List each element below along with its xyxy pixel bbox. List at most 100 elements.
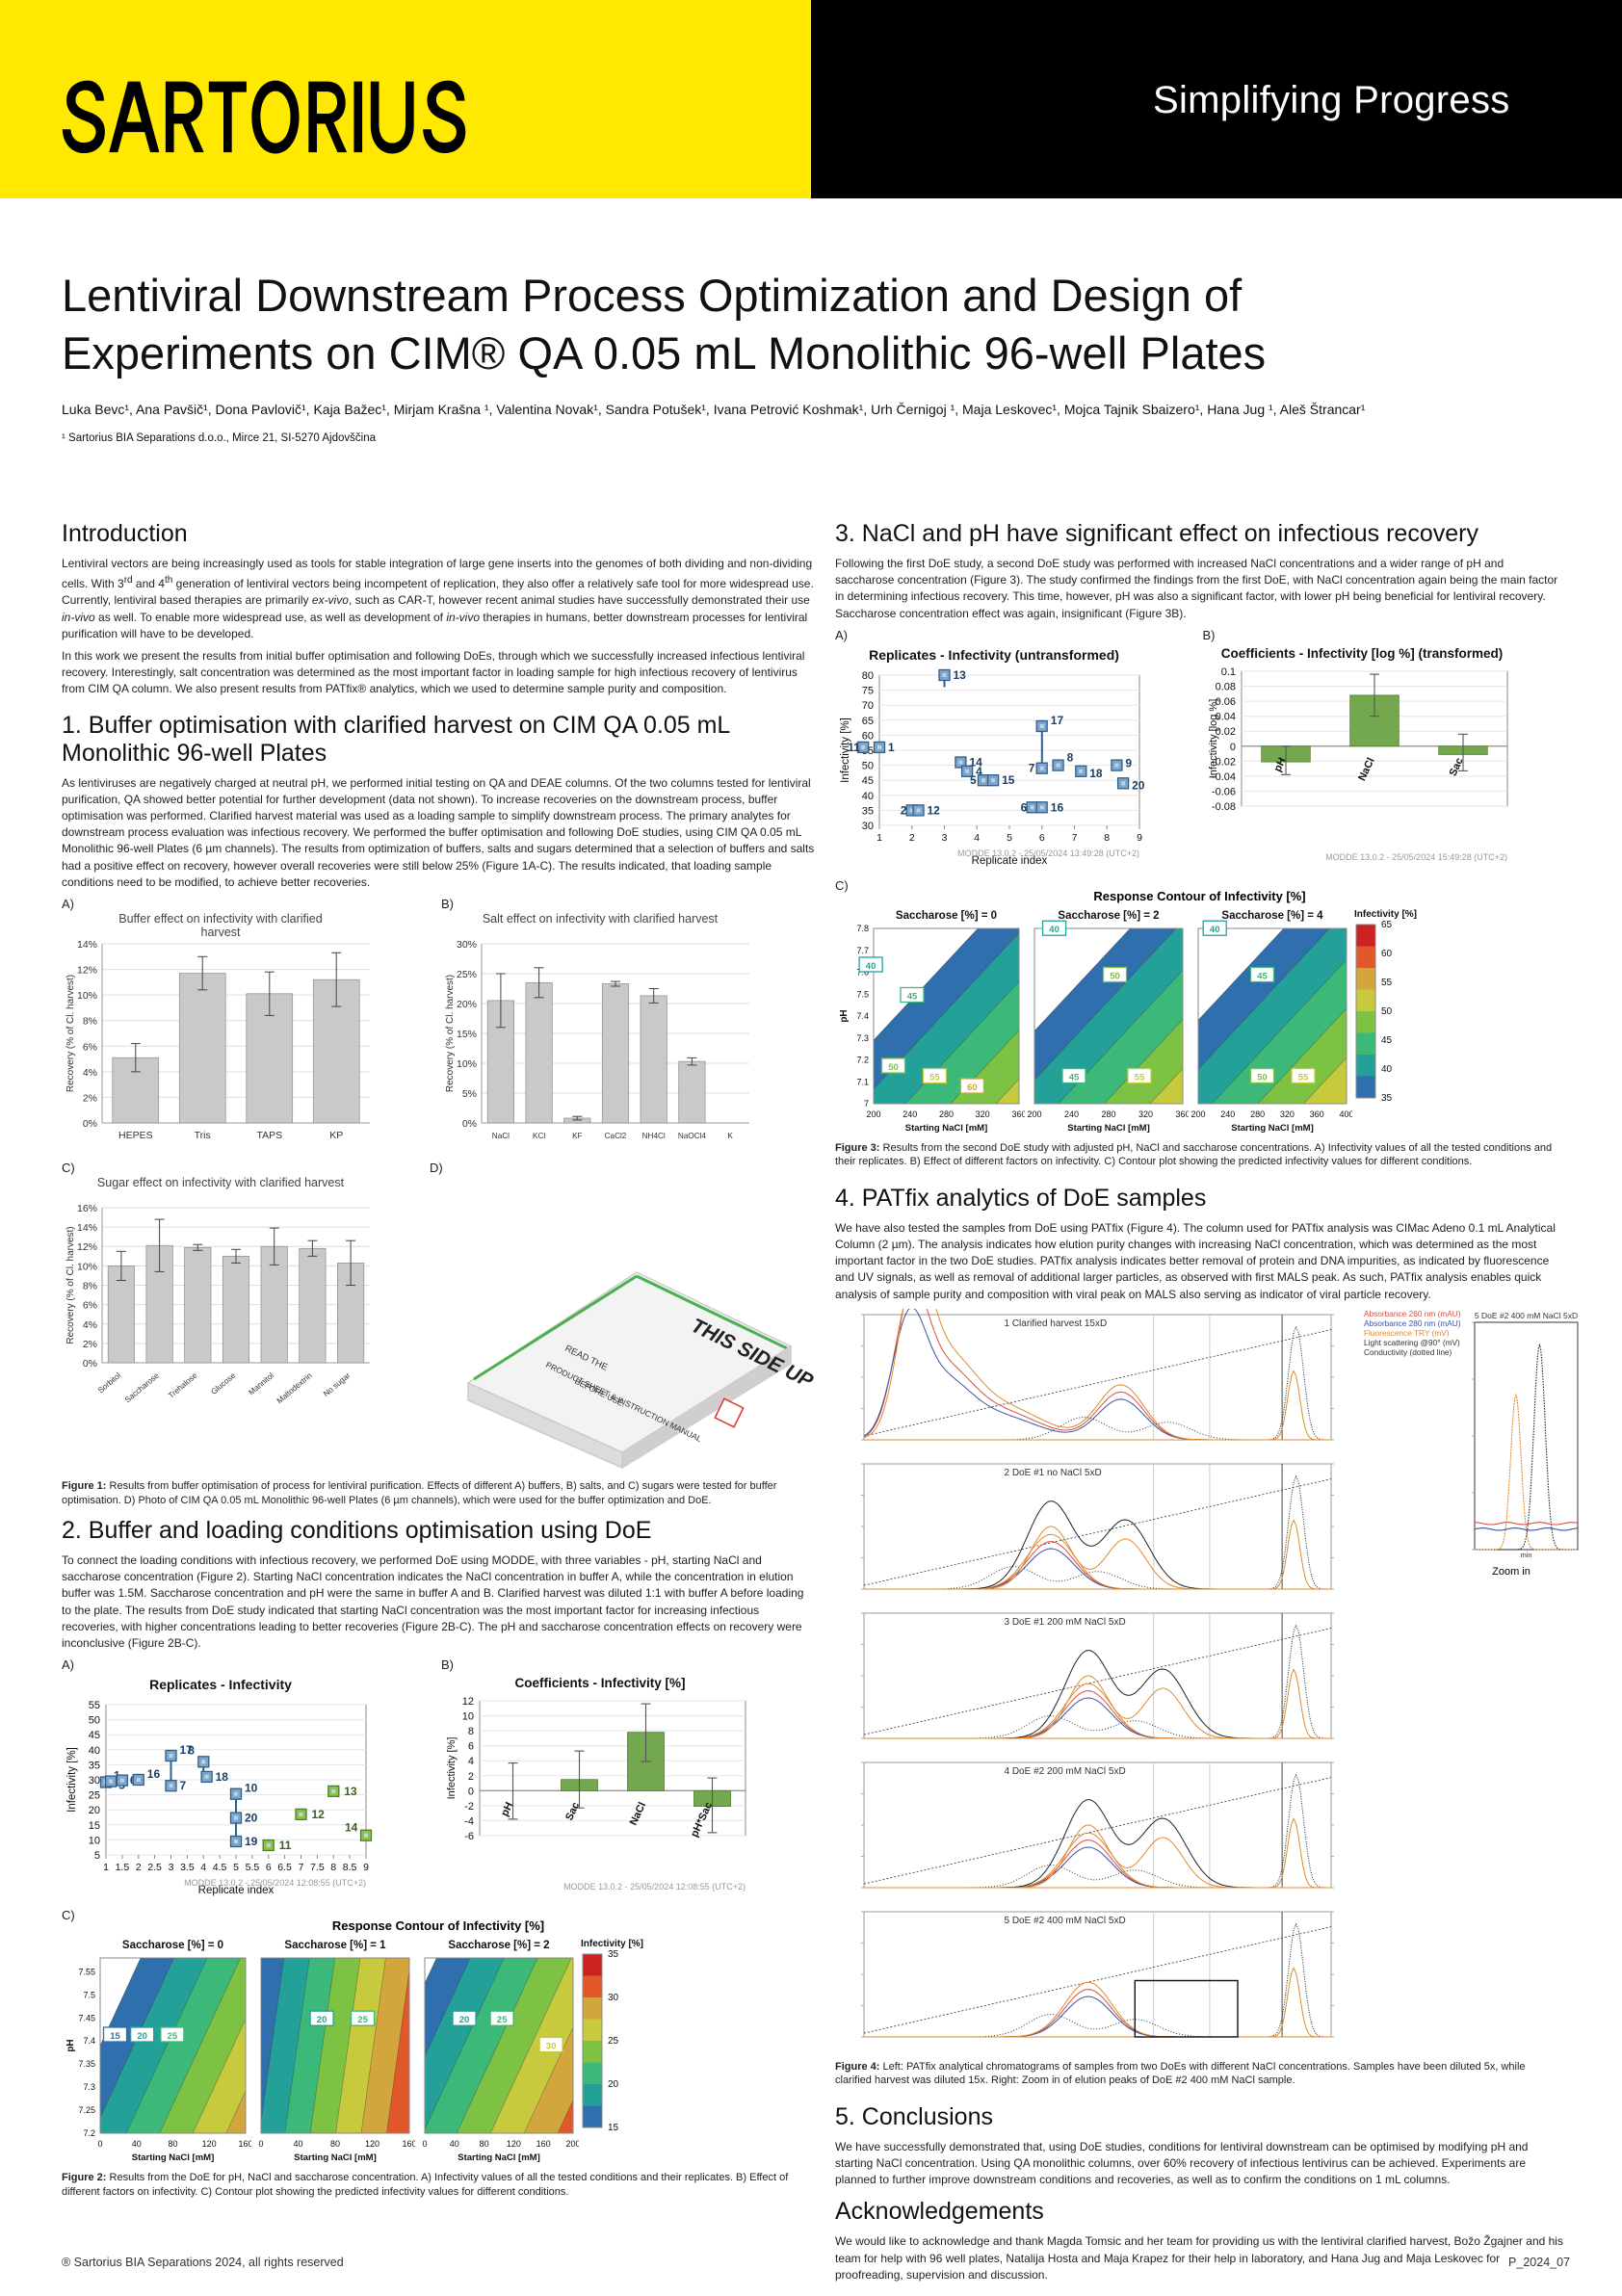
svg-text:7.1: 7.1 xyxy=(856,1077,869,1086)
svg-text:Saccharose [%] = 2: Saccharose [%] = 2 xyxy=(448,1940,549,1951)
svg-text:5%: 5% xyxy=(462,1088,477,1100)
svg-text:Replicates - Infectivity: Replicates - Infectivity xyxy=(149,1677,292,1692)
svg-text:2 DoE #1 no NaCl 5xD: 2 DoE #1 no NaCl 5xD xyxy=(1005,1468,1102,1478)
svg-text:65: 65 xyxy=(1381,920,1393,930)
svg-text:45: 45 xyxy=(1069,1072,1080,1083)
svg-text:NaCl: NaCl xyxy=(492,1132,510,1140)
svg-text:10%: 10% xyxy=(77,1261,97,1272)
svg-text:35: 35 xyxy=(608,1949,619,1960)
svg-text:10: 10 xyxy=(462,1711,474,1723)
svg-text:7.3: 7.3 xyxy=(856,1033,869,1043)
svg-text:20%: 20% xyxy=(457,999,477,1010)
svg-text:Infectivity [%]: Infectivity [%] xyxy=(66,1747,78,1813)
svg-text:MODDE 13.0.2 - 25/05/2024 13:4: MODDE 13.0.2 - 25/05/2024 13:49:28 (UTC+… xyxy=(957,848,1139,858)
svg-text:18: 18 xyxy=(1089,767,1103,780)
svg-text:60: 60 xyxy=(1381,949,1393,959)
svg-text:7.2: 7.2 xyxy=(83,2128,95,2138)
svg-text:25%: 25% xyxy=(457,969,477,980)
svg-text:KCl: KCl xyxy=(533,1132,545,1140)
svg-text:7.3: 7.3 xyxy=(83,2082,95,2092)
svg-text:2: 2 xyxy=(901,803,907,817)
svg-text:200: 200 xyxy=(1027,1109,1041,1119)
svg-text:pH: pH xyxy=(839,1009,850,1022)
svg-text:Infectivity [%]: Infectivity [%] xyxy=(581,1939,643,1949)
svg-text:20: 20 xyxy=(317,2015,327,2025)
svg-text:7.7: 7.7 xyxy=(856,946,869,955)
svg-text:Mannitol: Mannitol xyxy=(247,1371,275,1397)
svg-text:25: 25 xyxy=(608,2036,619,2047)
svg-text:3: 3 xyxy=(942,832,948,844)
svg-text:20: 20 xyxy=(608,2079,619,2090)
svg-text:280: 280 xyxy=(1250,1109,1265,1119)
svg-text:7.2: 7.2 xyxy=(856,1055,869,1064)
svg-text:4: 4 xyxy=(468,1756,474,1767)
svg-text:6: 6 xyxy=(468,1741,474,1753)
svg-text:TAPS: TAPS xyxy=(256,1130,282,1141)
svg-text:6: 6 xyxy=(1021,800,1028,814)
svg-text:12: 12 xyxy=(928,803,941,817)
svg-text:5: 5 xyxy=(1007,832,1012,844)
svg-text:0.1: 0.1 xyxy=(1220,666,1235,678)
svg-text:15: 15 xyxy=(1002,773,1015,787)
svg-text:min: min xyxy=(1520,1551,1531,1559)
svg-text:1: 1 xyxy=(876,832,882,844)
svg-text:7: 7 xyxy=(299,1862,304,1873)
svg-text:7.35: 7.35 xyxy=(78,2059,95,2069)
svg-text:15: 15 xyxy=(608,2123,619,2133)
svg-text:20: 20 xyxy=(89,1805,100,1816)
svg-text:25: 25 xyxy=(89,1790,100,1802)
svg-text:0.08: 0.08 xyxy=(1215,681,1235,692)
svg-text:Infectivity [%]: Infectivity [%] xyxy=(1354,909,1417,920)
svg-text:15: 15 xyxy=(110,2031,120,2042)
svg-text:55: 55 xyxy=(929,1072,940,1083)
svg-text:7: 7 xyxy=(1029,762,1035,775)
svg-text:0%: 0% xyxy=(83,1358,97,1370)
svg-text:2.5: 2.5 xyxy=(147,1862,162,1873)
svg-text:Starting NaCl [mM]: Starting NaCl [mM] xyxy=(1231,1123,1314,1134)
svg-text:1: 1 xyxy=(103,1862,109,1873)
svg-text:45: 45 xyxy=(1381,1035,1393,1046)
svg-text:0%: 0% xyxy=(462,1118,477,1130)
svg-text:40: 40 xyxy=(1049,925,1060,935)
svg-text:6%: 6% xyxy=(83,1041,97,1053)
svg-text:Infectivity [%]: Infectivity [%] xyxy=(446,1737,458,1800)
svg-text:3: 3 xyxy=(169,1862,174,1873)
svg-text:240: 240 xyxy=(1064,1109,1079,1119)
svg-text:0: 0 xyxy=(97,2139,102,2149)
svg-text:20: 20 xyxy=(1132,778,1145,792)
svg-text:12%: 12% xyxy=(77,965,97,977)
svg-text:70: 70 xyxy=(862,700,874,712)
svg-text:No sugar: No sugar xyxy=(322,1371,352,1398)
svg-text:360: 360 xyxy=(1011,1109,1025,1119)
svg-text:50: 50 xyxy=(862,760,874,771)
svg-text:4.5: 4.5 xyxy=(213,1862,227,1873)
svg-text:harvest: harvest xyxy=(201,926,242,939)
svg-text:0%: 0% xyxy=(83,1118,97,1130)
svg-text:5 DoE #2 400 mM NaCl 5xD: 5 DoE #2 400 mM NaCl 5xD xyxy=(1005,1916,1126,1926)
svg-text:55: 55 xyxy=(1298,1072,1309,1083)
svg-text:320: 320 xyxy=(1280,1109,1295,1119)
svg-text:120: 120 xyxy=(365,2139,379,2149)
svg-text:40: 40 xyxy=(862,791,874,802)
svg-text:80: 80 xyxy=(862,670,874,682)
svg-text:6: 6 xyxy=(266,1862,272,1873)
svg-text:1: 1 xyxy=(888,741,895,754)
svg-text:14%: 14% xyxy=(77,939,97,951)
svg-text:13: 13 xyxy=(344,1785,357,1798)
svg-text:35: 35 xyxy=(89,1761,100,1772)
svg-text:Starting NaCl [mM]: Starting NaCl [mM] xyxy=(132,2152,215,2163)
svg-text:-4: -4 xyxy=(464,1816,474,1828)
svg-text:60: 60 xyxy=(862,730,874,742)
svg-text:30: 30 xyxy=(862,821,874,832)
svg-text:5: 5 xyxy=(94,1850,100,1862)
svg-text:Saccharose: Saccharose xyxy=(123,1370,161,1404)
svg-text:2%: 2% xyxy=(83,1092,97,1104)
svg-text:240: 240 xyxy=(1220,1109,1235,1119)
svg-text:75: 75 xyxy=(862,685,874,696)
svg-text:7.4: 7.4 xyxy=(856,1011,869,1021)
svg-text:8: 8 xyxy=(1104,832,1110,844)
svg-text:30: 30 xyxy=(546,2042,557,2052)
svg-text:40: 40 xyxy=(1210,925,1220,935)
svg-text:7.8: 7.8 xyxy=(856,924,869,933)
svg-text:8: 8 xyxy=(188,1744,195,1758)
